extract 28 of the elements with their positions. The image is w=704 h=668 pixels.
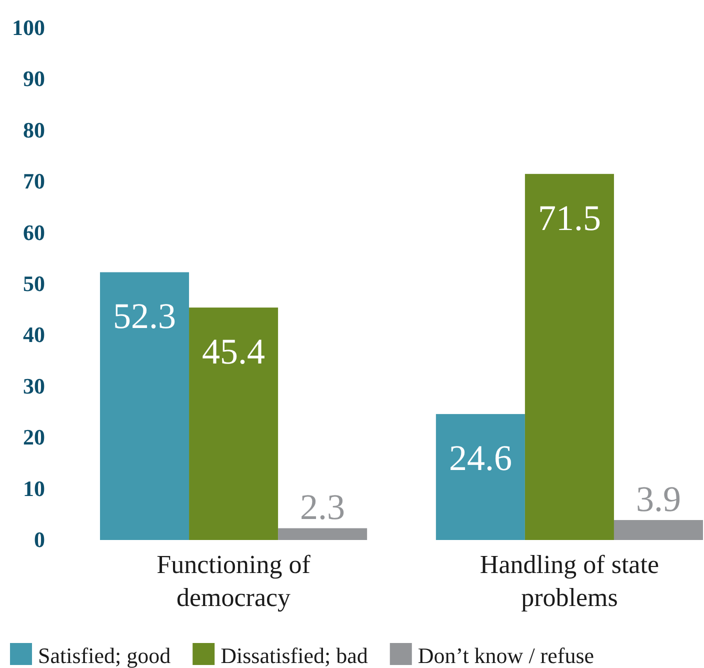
data-label: 3.9	[636, 479, 681, 520]
legend-label: Don’t know / refuse	[418, 643, 594, 668]
y-tick-label: 60	[23, 220, 45, 245]
y-tick-label: 70	[23, 168, 45, 194]
x-tick-label: Handling of state problems	[480, 550, 660, 612]
legend-label: Satisfied; good	[38, 643, 171, 668]
y-tick-label: 40	[23, 322, 45, 348]
y-tick-label: 100	[12, 15, 45, 40]
bar	[614, 520, 703, 540]
y-tick-label: 30	[23, 373, 45, 398]
y-tick-label: 90	[23, 66, 45, 92]
data-label: 45.4	[202, 332, 266, 372]
x-tick-label: Functioning of democracy	[156, 550, 311, 612]
data-label: 71.5	[538, 198, 601, 238]
bar	[189, 308, 278, 540]
legend-label: Dissatisfied; bad	[220, 643, 368, 668]
data-label: 24.6	[448, 438, 512, 478]
y-tick-label: 0	[34, 527, 45, 552]
bar	[436, 414, 525, 540]
data-label: 2.3	[300, 487, 346, 528]
bar	[278, 528, 368, 540]
y-tick-label: 80	[23, 117, 45, 142]
y-tick-label: 10	[23, 476, 45, 501]
y-tick-label: 20	[23, 424, 45, 450]
bar	[524, 174, 614, 540]
data-label: 52.3	[113, 296, 176, 336]
bar	[100, 272, 190, 540]
y-tick-label: 50	[23, 271, 45, 296]
